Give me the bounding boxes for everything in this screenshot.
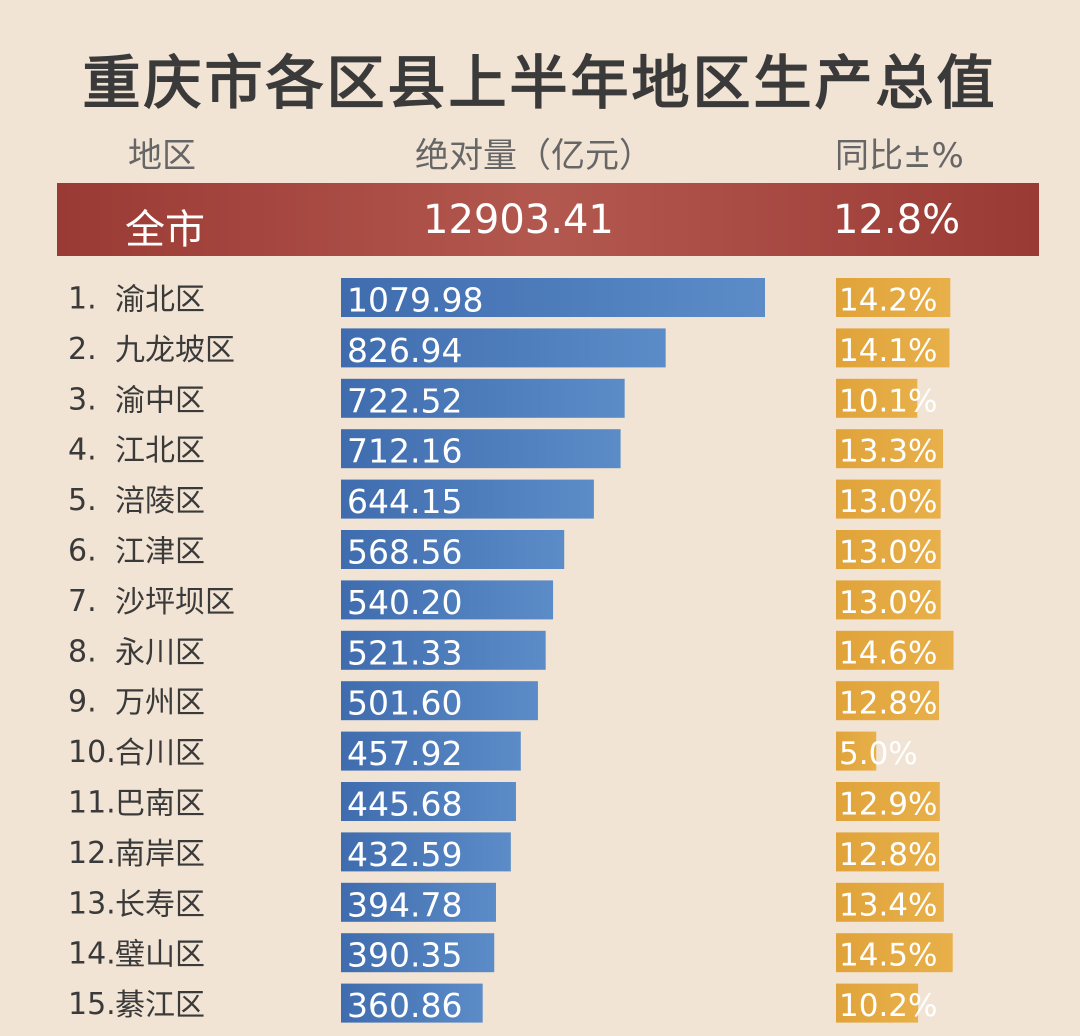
rank-label: 2. (68, 332, 97, 367)
gdp-value-label: 457.92 (347, 734, 462, 773)
gdp-value-label: 568.56 (347, 533, 462, 572)
rank-label: 13. (68, 886, 116, 921)
gdp-value-label: 644.15 (347, 482, 462, 521)
category-label: 九龙坡区 (115, 333, 235, 368)
rank-label: 5. (68, 483, 97, 518)
rank-label: 8. (68, 634, 97, 669)
category-label: 南岸区 (115, 837, 205, 872)
gdp-bar (341, 983, 483, 1023)
rank-label: 7. (68, 584, 97, 619)
category-label: 万州区 (115, 686, 205, 721)
yoy-value-label: 10.1% (839, 383, 937, 419)
gdp-bar (341, 782, 516, 821)
yoy-value-label: 10.2% (839, 988, 937, 1024)
yoy-value-label: 14.5% (839, 938, 937, 974)
gdp-value-label: 712.16 (347, 432, 462, 471)
yoy-value-label: 14.1% (839, 333, 937, 369)
total-row: 全市 12903.41 12.8% (57, 183, 1039, 256)
yoy-value-label: 12.8% (839, 837, 937, 873)
gdp-bar (341, 580, 554, 620)
gdp-value-label: 394.78 (347, 885, 462, 924)
yoy-bar (836, 782, 940, 821)
category-label: 綦江区 (115, 988, 205, 1023)
category-label: 江北区 (115, 434, 205, 469)
yoy-value-label: 13.0% (839, 484, 937, 520)
yoy-bar (836, 580, 941, 620)
category-label: 合川区 (115, 736, 205, 771)
gdp-bar (341, 278, 765, 317)
yoy-bar (836, 429, 944, 469)
gdp-bar (341, 479, 594, 519)
gdp-bar (341, 933, 495, 973)
yoy-value-label: 5.0% (839, 736, 918, 772)
yoy-value-label: 12.9% (839, 787, 937, 823)
yoy-value-label: 12.8% (839, 686, 937, 722)
rank-label: 14. (68, 937, 116, 972)
category-label: 涪陵区 (115, 484, 205, 519)
total-value: 12903.41 (423, 197, 614, 243)
gdp-value-label: 826.94 (347, 331, 462, 370)
gdp-bar (341, 832, 511, 872)
gdp-value-label: 722.52 (347, 381, 462, 420)
yoy-bar (836, 983, 919, 1023)
yoy-bar (836, 328, 950, 368)
gdp-value-label: 445.68 (347, 785, 462, 824)
header-absolute: 绝对量（亿元） (415, 136, 653, 176)
yoy-bar (836, 882, 944, 922)
category-label: 渝北区 (115, 283, 205, 318)
yoy-bar (836, 278, 951, 317)
yoy-bar (836, 933, 953, 973)
gdp-bar (341, 530, 565, 569)
rank-label: 15. (68, 987, 116, 1022)
gdp-value-label: 521.33 (347, 633, 462, 672)
rank-label: 11. (68, 786, 116, 821)
gdp-value-label: 540.20 (347, 583, 462, 622)
gdp-value-label: 1079.98 (347, 281, 483, 320)
category-label: 璧山区 (115, 938, 205, 973)
yoy-bar (836, 681, 940, 721)
yoy-bar (836, 378, 918, 418)
chart-title: 重庆市各区县上半年地区生产总值 (82, 49, 998, 117)
yoy-bar (836, 731, 877, 771)
rank-label: 12. (68, 836, 116, 871)
rank-label: 1. (68, 282, 97, 317)
yoy-bar (836, 630, 954, 670)
gdp-bar (341, 731, 521, 771)
category-label: 永川区 (115, 635, 205, 670)
gdp-value-label: 390.35 (347, 936, 462, 975)
yoy-bar (836, 832, 940, 872)
header-region: 地区 (128, 136, 196, 176)
yoy-value-label: 14.6% (839, 635, 937, 671)
category-label: 巴南区 (115, 787, 205, 822)
yoy-value-label: 13.0% (839, 585, 937, 621)
gdp-value-label: 432.59 (347, 835, 462, 874)
gdp-bar (341, 681, 538, 721)
gdp-bar (341, 429, 621, 469)
rank-label: 6. (68, 534, 97, 569)
gdp-value-label: 501.60 (347, 684, 462, 723)
gdp-value-label: 360.86 (347, 986, 462, 1025)
gdp-bar (341, 630, 546, 670)
category-label: 渝中区 (115, 383, 205, 418)
category-label: 江津区 (115, 535, 205, 570)
yoy-value-label: 13.3% (839, 434, 937, 470)
gdp-bar (341, 882, 496, 922)
rank-label: 3. (68, 382, 97, 417)
yoy-bar (836, 479, 941, 519)
rank-label: 10. (68, 735, 116, 770)
total-label: 全市 (125, 207, 205, 253)
yoy-value-label: 13.4% (839, 887, 937, 923)
gdp-bar (341, 328, 666, 368)
gdp-bar (341, 378, 625, 418)
yoy-bar (836, 530, 941, 569)
header-yoy: 同比±% (835, 136, 964, 176)
rank-label: 4. (68, 433, 97, 468)
yoy-value-label: 14.2% (839, 283, 937, 319)
category-label: 沙坪坝区 (115, 585, 235, 620)
rank-label: 9. (68, 685, 97, 720)
yoy-value-label: 13.0% (839, 535, 937, 571)
category-label: 长寿区 (115, 887, 205, 922)
total-yoy: 12.8% (833, 197, 961, 243)
